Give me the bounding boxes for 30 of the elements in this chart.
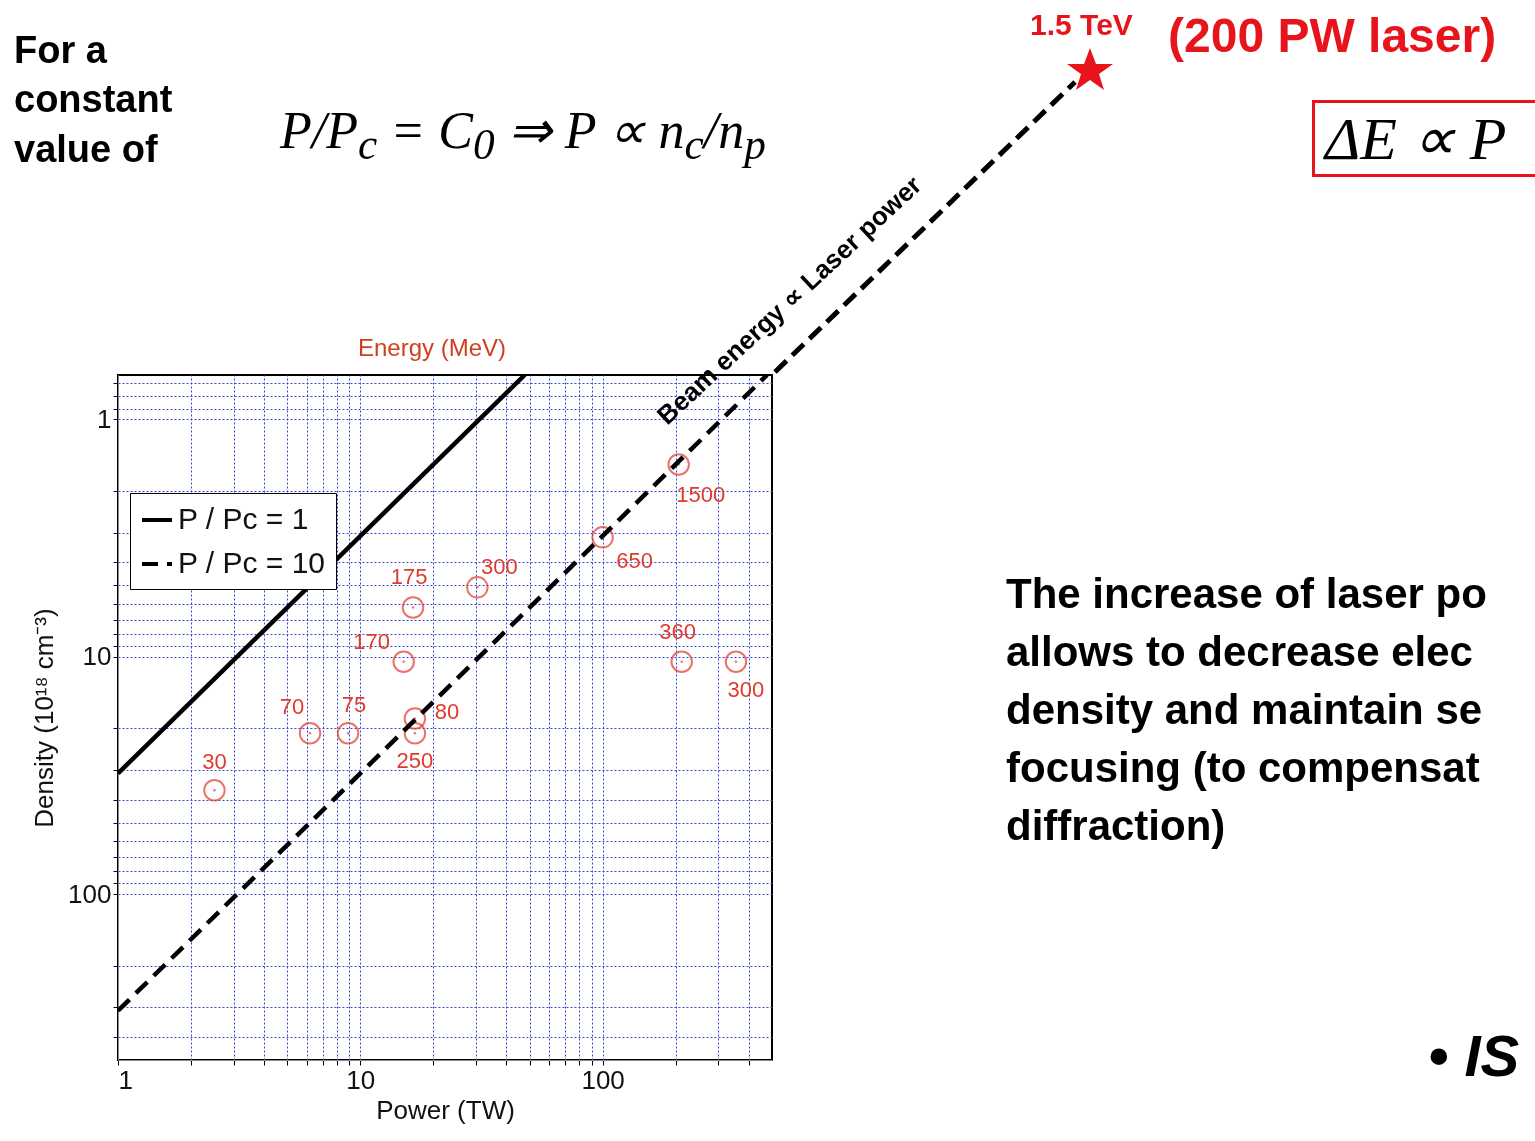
y-tick-label: 10 bbox=[82, 641, 112, 672]
y-axis-title: Density (10¹⁸ cm⁻³) bbox=[29, 608, 60, 828]
y-tick-label: 100 bbox=[68, 878, 112, 909]
text: 1.5 TeV bbox=[1030, 8, 1133, 42]
x-tick-label: 10 bbox=[346, 1064, 376, 1095]
annotation: 30 bbox=[202, 749, 227, 775]
x-tick-label: 100 bbox=[581, 1064, 625, 1095]
annotation: 175 bbox=[390, 564, 428, 590]
text: Energy (MeV) bbox=[358, 334, 507, 362]
annotation: 1500 bbox=[676, 481, 726, 507]
x-axis-title: Power (TW) bbox=[376, 1094, 515, 1125]
annotation: 170 bbox=[353, 628, 391, 654]
annotation: 80 bbox=[434, 699, 460, 725]
text: P/P$_{c}$ = C$_{0}$ ⇒ P ∝ n$_{c}$/n$_{p}$ bbox=[280, 101, 766, 170]
annotation: 360 bbox=[659, 618, 697, 644]
annotation: 70 bbox=[279, 694, 305, 720]
legend-label: P / Pc = 1 bbox=[178, 502, 309, 535]
annotation: 300 bbox=[727, 676, 765, 702]
text: For a constant value of bbox=[14, 28, 174, 172]
text: The increase of laser po allows to decrease elec density and maintain se focusing (to compensat diffraction) bbox=[1006, 569, 1488, 851]
annotation: 75 bbox=[341, 692, 367, 718]
legend-label: P / Pc = 10 bbox=[178, 546, 326, 579]
text: • IS bbox=[1428, 1022, 1520, 1089]
annotation: 300 bbox=[480, 554, 518, 580]
text: (200 PW laser) bbox=[1168, 8, 1497, 63]
x-tick-label: 1 bbox=[118, 1064, 133, 1095]
annotation: 650 bbox=[616, 548, 653, 574]
text: ΔE ∝ P bbox=[1312, 100, 1535, 177]
y-tick-label: 1 bbox=[97, 403, 112, 434]
annotation: 250 bbox=[396, 748, 434, 774]
